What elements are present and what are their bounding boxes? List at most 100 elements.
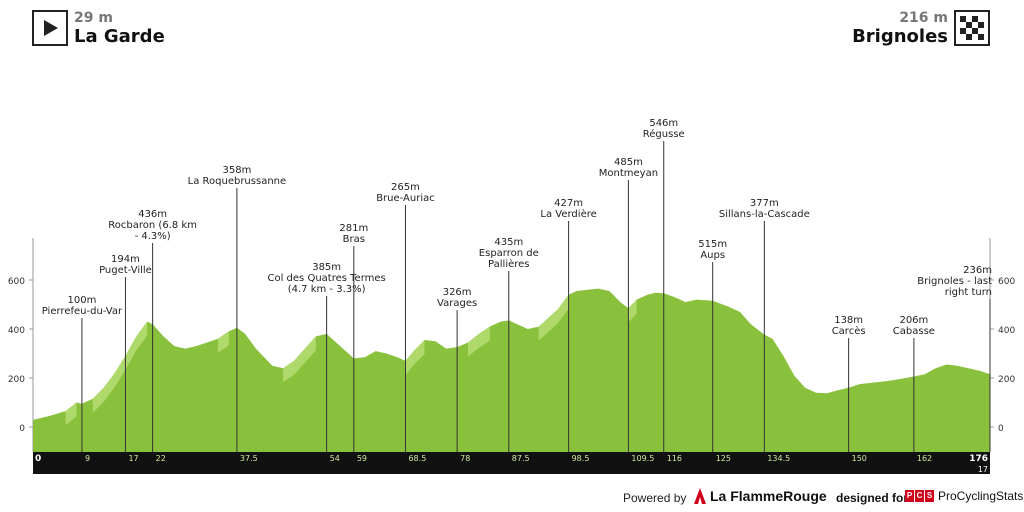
marker-label: 100m Pierrefeu-du-Var: [42, 295, 123, 317]
marker-label-line: Brue-Auriac: [376, 193, 435, 204]
marker-label-line: - 4.3%): [135, 231, 171, 242]
marker-label-line: Pallières: [488, 258, 529, 270]
y-tick-label-left: 400: [8, 326, 25, 336]
finish-name: Brignoles: [852, 26, 948, 47]
climb-highlight: [103, 373, 115, 402]
footer: Powered by La FlammeRouge designed for P…: [0, 487, 1024, 509]
climb-highlight: [478, 326, 490, 348]
pcs-logo-icon: P C S: [905, 490, 935, 502]
marker-label: 194m Puget-Ville: [99, 254, 152, 276]
elevation-area: [33, 288, 990, 452]
marker-label-line: (4.7 km - 3.3%): [288, 284, 366, 295]
marker-label-line: Puget-Ville: [99, 265, 152, 276]
start-header: 29 m La Garde: [32, 10, 165, 48]
pcs-letter-c: C: [915, 490, 924, 502]
start-name: La Garde: [74, 26, 165, 47]
marker-label-line: La Roquebrussanne: [188, 176, 287, 187]
start-altitude: 29 m: [74, 10, 113, 26]
x-tick-label: 9: [85, 454, 90, 463]
procyclingstats-logo[interactable]: P C S ProCyclingStats: [905, 489, 1023, 503]
marker-label-line: Aups: [700, 250, 725, 261]
km-bar: 0 9 17 22 37.5 54 59 68.5 78 87.5 98.5 109.5 116 125 1…: [33, 452, 990, 474]
y-tick-label-right: 0: [998, 424, 1004, 434]
climb-highlight: [294, 348, 305, 375]
climb-highlight: [283, 360, 294, 383]
marker-label: 427m La Verdière: [540, 198, 596, 220]
marker-label: 358m La Roquebrussanne: [188, 165, 287, 187]
x-tick-label: 78: [460, 454, 470, 463]
marker-label-line: Montmeyan: [599, 168, 658, 179]
marker-label-line: 358m: [222, 165, 251, 176]
y-axis-left: 0 200 400 600: [8, 238, 34, 452]
marker-label: 326m Varages: [437, 287, 477, 309]
marker-label: 435m Esparron de Pallières: [479, 237, 539, 270]
marker-label-line: 265m: [391, 182, 420, 193]
marker-label-line: Bras: [343, 234, 365, 245]
climb-highlight: [628, 299, 637, 323]
marker-label-line: 100m: [68, 295, 97, 306]
marker-label: 236m Brignoles - last right turn: [917, 265, 992, 298]
x-tick-label: 176: [969, 454, 988, 464]
climb-highlight: [125, 336, 137, 370]
marker-label-line: Rocbaron (6.8 km: [108, 220, 197, 231]
marker-label: 265m Brue-Auriac: [376, 182, 435, 204]
marker-label-line: 427m: [554, 198, 583, 209]
marker-label: 515m Aups: [698, 239, 727, 261]
x-tick-label: 116: [667, 454, 682, 463]
climb-highlight: [557, 294, 569, 324]
marker-label-line: 435m: [494, 237, 523, 248]
x-tick-label: 59: [357, 454, 367, 463]
marker-label-line: 326m: [443, 287, 472, 298]
marker-label-line: Carcès: [832, 325, 866, 337]
x-tick-label: 37.5: [240, 454, 258, 463]
x-tick-label: 150: [852, 454, 867, 463]
marker-label-line: right turn: [945, 287, 992, 298]
x-tick-label: 87.5: [512, 454, 530, 463]
finish-header: 216 m Brignoles: [852, 10, 990, 48]
marker-label-line: 281m: [339, 223, 368, 234]
x-tick-label: 125: [716, 454, 731, 463]
marker-label-line: Brignoles - last: [917, 276, 992, 287]
climb-highlight: [65, 402, 77, 426]
finish-altitude: 216 m: [899, 10, 948, 26]
markers-layer: 100m Pierrefeu-du-Var 194m Puget-Ville 436m R…: [42, 118, 992, 452]
marker-label-line: Varages: [437, 298, 477, 309]
procyclingstats-name: ProCyclingStats: [938, 489, 1024, 503]
marker-label: 385m Col des Quatres Termes (4.7 km - 3.3%…: [268, 262, 386, 295]
designed-for-text: designed for: [836, 491, 909, 505]
y-tick-label-right: 600: [998, 277, 1015, 287]
x-tick-label: 68.5: [408, 454, 426, 463]
marker-label-line: 485m: [614, 157, 643, 168]
marker-label-line: Cabasse: [893, 326, 935, 337]
y-tick-label-right: 200: [998, 375, 1015, 385]
marker-label-line: 515m: [698, 239, 727, 250]
km-bar-bottom: [33, 462, 990, 474]
x-tick-label: 134.5: [767, 454, 790, 463]
climb-highlight: [217, 331, 229, 353]
climb-highlight: [114, 355, 126, 388]
x-tick-label: 54: [330, 454, 340, 463]
marker-label-line: Régusse: [643, 128, 685, 140]
marker-label: 377m Sillans-la-Cascade: [719, 198, 810, 220]
x-tick-label: 109.5: [631, 454, 654, 463]
pcs-letter-p: P: [905, 490, 914, 502]
marker-label-line: Col des Quatres Termes: [268, 273, 386, 284]
marker-label: 485m Montmeyan: [599, 157, 658, 179]
marker-label-line: La Verdière: [540, 208, 596, 220]
marker-label: 546m Régusse: [643, 118, 685, 140]
la-flamme-rouge-logo[interactable]: La FlammeRouge: [694, 488, 827, 504]
marker-label-line: 206m: [899, 315, 928, 326]
marker-label-line: 377m: [750, 198, 779, 209]
profile-layer: [33, 288, 990, 452]
x-tick-label: 0: [35, 454, 41, 464]
marker-label-line: 194m: [111, 254, 140, 265]
climb-highlight: [136, 321, 148, 351]
y-tick-label-right: 400: [998, 326, 1015, 336]
y-tick-label-left: 0: [19, 424, 25, 434]
checkered-flag-icon: [954, 10, 990, 46]
marker-label-line: 236m: [963, 265, 992, 276]
marker-label: 436m Rocbaron (6.8 km - 4.3%): [108, 209, 197, 242]
powered-by-text: Powered by: [623, 491, 687, 505]
marker-label-line: Esparron de: [479, 248, 539, 259]
y-tick-label-left: 600: [8, 277, 25, 287]
